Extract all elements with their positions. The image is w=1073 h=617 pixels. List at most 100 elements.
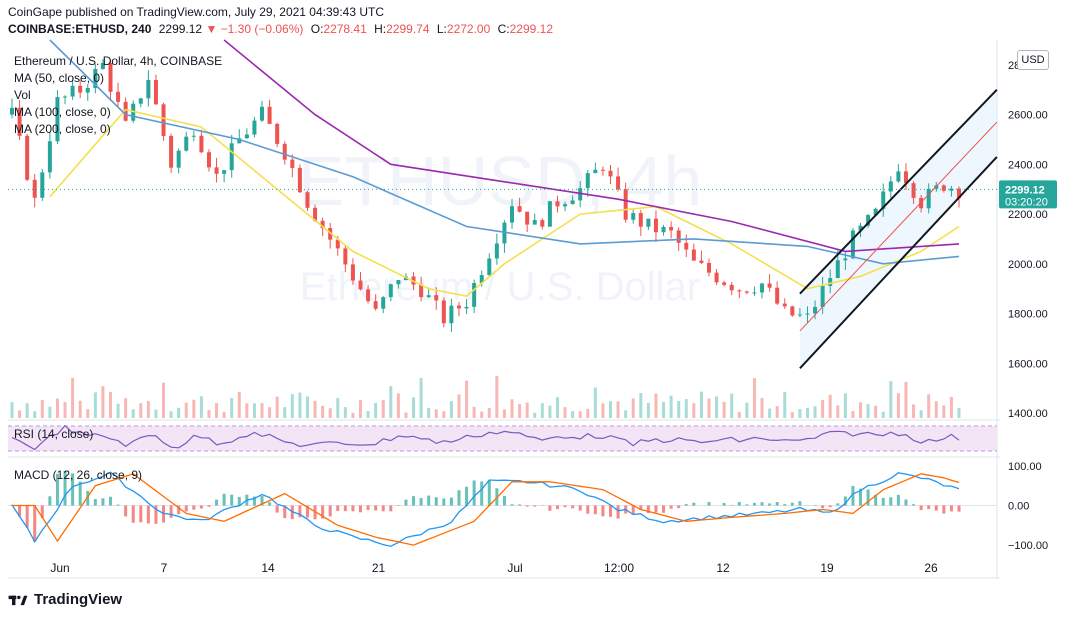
macd-histogram-bar: [305, 505, 309, 518]
candle-body: [456, 305, 461, 309]
open-value: 2278.41: [323, 22, 367, 36]
candle-body: [555, 201, 560, 207]
currency-button[interactable]: USD: [1017, 50, 1049, 70]
macd-histogram-bar: [139, 505, 143, 523]
candle-body: [926, 188, 931, 209]
macd-histogram-bar: [366, 505, 370, 510]
rsi-band: [8, 426, 997, 451]
volume-bar: [927, 394, 931, 418]
candle-body: [169, 135, 174, 168]
candle-body: [199, 135, 204, 153]
volume-bar: [412, 397, 416, 418]
volume-bar: [63, 402, 67, 418]
candle-body: [441, 300, 446, 324]
candle-body: [638, 213, 643, 227]
volume-bar: [730, 393, 734, 418]
macd-histogram-bar: [502, 496, 506, 506]
volume-bar: [305, 396, 309, 418]
macd-histogram-bar: [548, 505, 552, 511]
tradingview-logo[interactable]: TradingView: [8, 591, 122, 608]
volume-bar: [692, 403, 696, 418]
legend-macd[interactable]: MACD (12, 26, close, 9): [14, 468, 143, 482]
candle-body: [866, 215, 871, 226]
macd-histogram-bar: [912, 504, 916, 506]
candle-body: [540, 220, 545, 227]
macd-histogram-bar: [207, 505, 211, 507]
candle-body: [70, 85, 75, 97]
volume-bar: [942, 405, 946, 418]
volume-bar: [957, 407, 961, 418]
time-tick-label: 19: [820, 561, 834, 575]
candle-body: [25, 135, 30, 180]
macd-histogram-bar: [684, 504, 688, 506]
legend-ma50[interactable]: MA (50, close, 0): [14, 71, 105, 85]
macd-histogram-bar: [78, 481, 82, 506]
candle-body: [161, 104, 166, 136]
legend-ma200[interactable]: MA (200, close, 0): [14, 122, 111, 136]
macd-histogram-bar: [669, 505, 673, 509]
volume-bar: [18, 410, 22, 418]
macd-histogram-bar: [124, 505, 128, 517]
volume-bar: [442, 411, 446, 418]
macd-histogram-bar: [843, 496, 847, 506]
volume-bar: [874, 405, 878, 418]
candle-body: [381, 297, 386, 309]
volume-bar: [78, 400, 82, 418]
macd-histogram-bar: [889, 497, 893, 506]
candle-body: [676, 230, 681, 243]
candle-body: [600, 169, 605, 171]
volume-bar: [684, 399, 688, 418]
candle-body: [313, 207, 318, 221]
legend-rsi[interactable]: RSI (14, close): [14, 427, 94, 441]
candle-body: [396, 280, 401, 285]
volume-bar: [805, 407, 809, 418]
macd-histogram-bar: [116, 504, 120, 506]
macd-histogram-bar: [518, 504, 522, 506]
volume-bar: [434, 409, 438, 418]
rsi-line: [11, 424, 960, 451]
volume-bar: [654, 393, 658, 418]
candle-countdown: 03:20:20: [1005, 196, 1048, 208]
volume-bar: [101, 386, 105, 418]
candle-body: [449, 305, 454, 324]
macd-histogram-bar: [283, 505, 287, 519]
candle-body: [131, 103, 136, 121]
volume-bar: [510, 399, 514, 418]
volume-bar: [358, 400, 362, 418]
candle-body: [843, 258, 848, 261]
volume-bar: [798, 408, 802, 418]
volume-bar: [631, 398, 635, 418]
macd-histogram-bar: [737, 501, 741, 506]
volume-bar: [283, 407, 287, 418]
macd-histogram-bar: [919, 505, 923, 511]
legend-ma100[interactable]: MA (100, close, 0): [14, 105, 111, 119]
volume-bar: [662, 402, 666, 418]
volume-bar: [540, 403, 544, 418]
macd-histogram-bar: [192, 505, 196, 510]
volume-bar: [252, 403, 256, 418]
macd-histogram-bar: [616, 505, 620, 519]
volume-bar: [404, 412, 408, 418]
macd-signal-line: [12, 473, 960, 546]
volume-bar: [457, 394, 461, 418]
candle-body: [17, 107, 22, 136]
volume-bar: [639, 393, 643, 418]
candle-body: [934, 185, 939, 189]
candle-body: [517, 206, 522, 212]
volume-bar: [859, 402, 863, 418]
legend-vol[interactable]: Vol: [14, 88, 31, 102]
macd-histogram-bar: [169, 505, 173, 518]
volume-bar: [646, 402, 650, 418]
volume-bar: [949, 396, 953, 418]
volume-bar: [843, 393, 847, 418]
candle-body: [699, 260, 704, 263]
macd-histogram-bar: [752, 502, 756, 506]
legend-title[interactable]: Ethereum / U.S. Dollar, 4h, COINBASE: [14, 54, 223, 68]
volume-bar: [268, 407, 272, 418]
macd-histogram-bar: [510, 504, 514, 506]
candle-body: [419, 284, 424, 298]
volume-bar: [124, 398, 128, 418]
candle-body: [93, 68, 98, 88]
candle-body: [206, 152, 211, 168]
macd-histogram-bar: [692, 502, 696, 506]
